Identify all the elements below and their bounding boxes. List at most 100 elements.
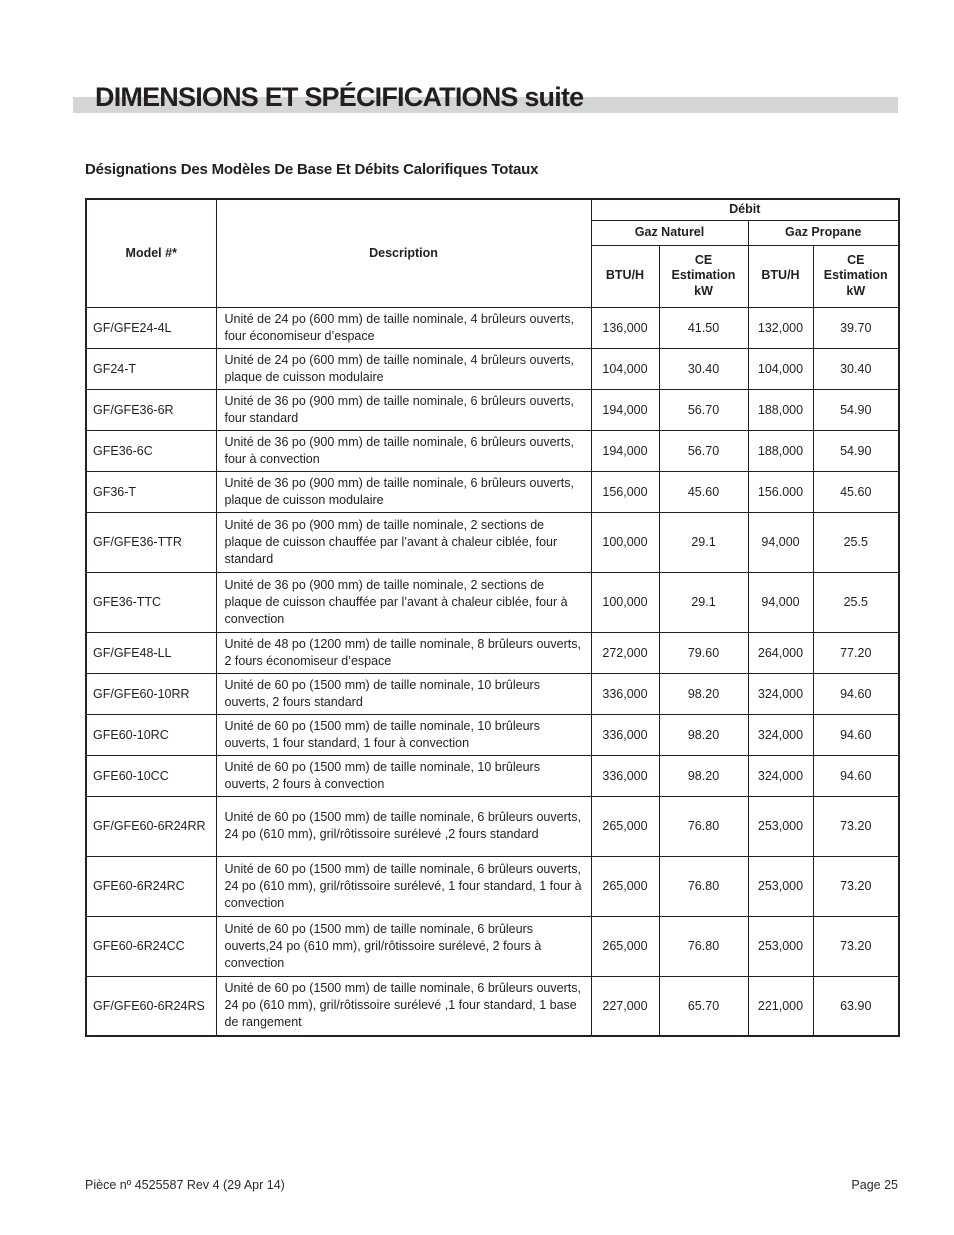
- ce-naturel-cell: 76.80: [658, 795, 749, 857]
- btu-propane-cell: 324,000: [747, 713, 814, 756]
- table-row: GFE60-10CC Unité de 60 po (1500 mm) de t…: [85, 754, 900, 797]
- model-cell: GFE60-10RC: [85, 713, 217, 756]
- description-cell: Unité de 36 po (900 mm) de taille nomina…: [215, 470, 592, 513]
- btu-naturel-cell: 336,000: [590, 754, 660, 797]
- model-cell: GF24-T: [85, 347, 217, 390]
- ce-propane-cell: 94.60: [812, 754, 900, 797]
- table-row: GF/GFE60-10RR Unité de 60 po (1500 mm) d…: [85, 672, 900, 715]
- ce-naturel-cell: 41.50: [658, 306, 749, 349]
- table-row: GFE60-6R24RC Unité de 60 po (1500 mm) de…: [85, 855, 900, 917]
- model-cell: GF/GFE36-TTR: [85, 511, 217, 573]
- ce-propane-cell: 30.40: [812, 347, 900, 390]
- btu-naturel-cell: 156,000: [590, 470, 660, 513]
- btu-naturel-cell: 227,000: [590, 975, 660, 1037]
- btu-propane-cell: 188,000: [747, 429, 814, 472]
- btu-naturel-cell: 100,000: [590, 511, 660, 573]
- description-cell: Unité de 48 po (1200 mm) de taille nomin…: [215, 631, 592, 674]
- ce-naturel-cell: 79.60: [658, 631, 749, 674]
- btu-naturel-cell: 265,000: [590, 795, 660, 857]
- btu-propane-cell: 104,000: [747, 347, 814, 390]
- table-row: GFE36-6C Unité de 36 po (900 mm) de tail…: [85, 429, 900, 472]
- description-cell: Unité de 60 po (1500 mm) de taille nomin…: [215, 795, 592, 857]
- btu-naturel-cell: 194,000: [590, 388, 660, 431]
- btu-naturel-cell: 100,000: [590, 571, 660, 633]
- ce-naturel-cell: 56.70: [658, 388, 749, 431]
- col-header-gaz-propane: Gaz Propane: [747, 219, 900, 246]
- spec-table: Model #* Description Débit Gaz Naturel G…: [85, 198, 900, 1038]
- btu-propane-cell: 94,000: [747, 511, 814, 573]
- btu-propane-cell: 156.000: [747, 470, 814, 513]
- ce-naturel-cell: 30.40: [658, 347, 749, 390]
- model-cell: GF/GFE48-LL: [85, 631, 217, 674]
- btu-naturel-cell: 336,000: [590, 713, 660, 756]
- ce-naturel-cell: 45.60: [658, 470, 749, 513]
- ce-naturel-cell: 98.20: [658, 754, 749, 797]
- model-cell: GF/GFE60-6R24RR: [85, 795, 217, 857]
- ce-propane-cell: 45.60: [812, 470, 900, 513]
- model-cell: GFE60-6R24RC: [85, 855, 217, 917]
- col-header-btu-naturel: BTU/H: [590, 244, 660, 308]
- btu-naturel-cell: 265,000: [590, 915, 660, 977]
- table-row: GF/GFE36-6R Unité de 36 po (900 mm) de t…: [85, 388, 900, 431]
- col-header-ce-naturel: CE Estimation kW: [658, 244, 749, 308]
- page-title: DIMENSIONS ET SPÉCIFICATIONS suite: [95, 82, 584, 112]
- btu-propane-cell: 253,000: [747, 795, 814, 857]
- table-row: GF24-T Unité de 24 po (600 mm) de taille…: [85, 347, 900, 390]
- description-cell: Unité de 36 po (900 mm) de taille nomina…: [215, 429, 592, 472]
- btu-propane-cell: 221,000: [747, 975, 814, 1037]
- btu-naturel-cell: 336,000: [590, 672, 660, 715]
- btu-propane-cell: 253,000: [747, 915, 814, 977]
- table-row: GFE36-TTC Unité de 36 po (900 mm) de tai…: [85, 571, 900, 633]
- col-header-btu-propane: BTU/H: [747, 244, 814, 308]
- header-row-gas: Gaz Naturel Gaz Propane: [86, 219, 900, 246]
- col-header-debit: Débit: [590, 198, 900, 221]
- ce-propane-cell: 94.60: [812, 672, 900, 715]
- title-highlight-bar: [73, 97, 898, 113]
- ce-propane-cell: 54.90: [812, 388, 900, 431]
- header-row-debit: Model #* Description Débit: [85, 198, 900, 308]
- ce-propane-cell: 63.90: [812, 975, 900, 1037]
- description-cell: Unité de 60 po (1500 mm) de taille nomin…: [215, 713, 592, 756]
- ce-naturel-cell: 98.20: [658, 713, 749, 756]
- description-cell: Unité de 60 po (1500 mm) de taille nomin…: [215, 754, 592, 797]
- model-cell: GFE60-6R24CC: [85, 915, 217, 977]
- table-row: GFE60-6R24CC Unité de 60 po (1500 mm) de…: [85, 915, 900, 977]
- model-cell: GF/GFE60-10RR: [85, 672, 217, 715]
- table-row: GF/GFE36-TTR Unité de 36 po (900 mm) de …: [85, 511, 900, 573]
- ce-propane-cell: 39.70: [812, 306, 900, 349]
- model-cell: GF/GFE36-6R: [85, 388, 217, 431]
- ce-propane-cell: 25.5: [812, 571, 900, 633]
- table-row: GF/GFE60-6R24RR Unité de 60 po (1500 mm)…: [85, 795, 900, 857]
- ce-propane-cell: 73.20: [812, 915, 900, 977]
- table-row: GF/GFE60-6R24RS Unité de 60 po (1500 mm)…: [85, 975, 900, 1037]
- model-cell: GFE60-10CC: [85, 754, 217, 797]
- ce-propane-cell: 73.20: [812, 795, 900, 857]
- ce-naturel-cell: 76.80: [658, 855, 749, 917]
- col-header-ce-propane: CE Estimation kW: [812, 244, 900, 308]
- table-row: GF36-T Unité de 36 po (900 mm) de taille…: [85, 470, 900, 513]
- ce-naturel-cell: 65.70: [658, 975, 749, 1037]
- footer-part-number: Pièce nº 4525587 Rev 4 (29 Apr 14): [85, 1178, 285, 1192]
- ce-propane-cell: 54.90: [812, 429, 900, 472]
- btu-naturel-cell: 104,000: [590, 347, 660, 390]
- model-cell: GFE36-TTC: [85, 571, 217, 633]
- footer-page-number: Page 25: [851, 1178, 898, 1192]
- description-cell: Unité de 36 po (900 mm) de taille nomina…: [215, 511, 592, 573]
- col-header-description: Description: [215, 198, 592, 308]
- description-cell: Unité de 24 po (600 mm) de taille nomina…: [215, 306, 592, 349]
- btu-naturel-cell: 136,000: [590, 306, 660, 349]
- ce-propane-cell: 73.20: [812, 855, 900, 917]
- ce-propane-cell: 25.5: [812, 511, 900, 573]
- ce-propane-cell: 94.60: [812, 713, 900, 756]
- description-cell: Unité de 60 po (1500 mm) de taille nomin…: [215, 855, 592, 917]
- btu-naturel-cell: 265,000: [590, 855, 660, 917]
- btu-naturel-cell: 272,000: [590, 631, 660, 674]
- btu-propane-cell: 188,000: [747, 388, 814, 431]
- table-row: GF/GFE48-LL Unité de 48 po (1200 mm) de …: [85, 631, 900, 674]
- model-cell: GFE36-6C: [85, 429, 217, 472]
- model-cell: GF/GFE24-4L: [85, 306, 217, 349]
- btu-propane-cell: 264,000: [747, 631, 814, 674]
- btu-propane-cell: 132,000: [747, 306, 814, 349]
- description-cell: Unité de 60 po (1500 mm) de taille nomin…: [215, 915, 592, 977]
